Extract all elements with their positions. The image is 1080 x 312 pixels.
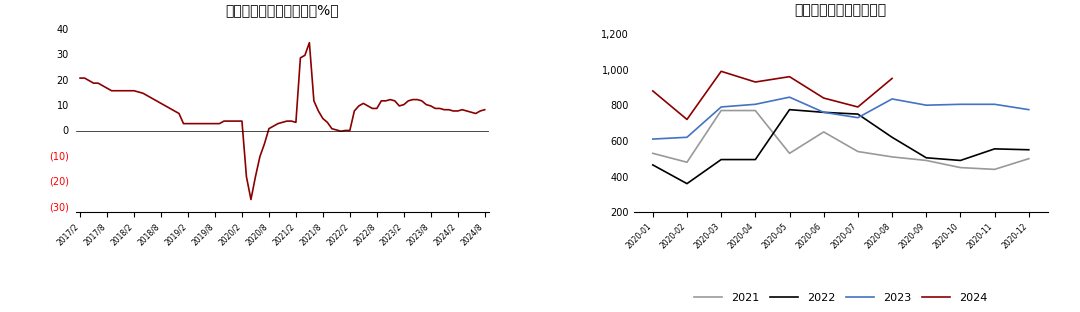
2021 bbox=[818, 130, 831, 134]
2023 bbox=[851, 116, 864, 119]
2022 bbox=[748, 158, 761, 161]
2021 bbox=[851, 150, 864, 154]
Text: (20): (20) bbox=[49, 177, 69, 187]
2022 bbox=[715, 158, 728, 161]
2022 bbox=[886, 135, 899, 139]
Legend: 2021, 2022, 2023, 2024: 2021, 2022, 2023, 2024 bbox=[690, 289, 991, 308]
2021 bbox=[920, 158, 933, 162]
2023 bbox=[920, 103, 933, 107]
2021 bbox=[783, 151, 796, 155]
2021 bbox=[646, 151, 659, 155]
2024 bbox=[680, 118, 693, 121]
2023 bbox=[680, 135, 693, 139]
2022 bbox=[988, 147, 1001, 151]
2022 bbox=[818, 110, 831, 114]
2023 bbox=[1023, 108, 1036, 111]
2021 bbox=[715, 109, 728, 112]
2023 bbox=[748, 102, 761, 106]
Line: 2024: 2024 bbox=[652, 71, 892, 119]
Title: 钢材出口季节性（万吨）: 钢材出口季节性（万吨） bbox=[795, 3, 887, 17]
2024 bbox=[851, 105, 864, 109]
2023 bbox=[886, 97, 899, 101]
Text: 30: 30 bbox=[56, 50, 69, 60]
2024 bbox=[646, 89, 659, 93]
2022 bbox=[851, 112, 864, 116]
2022 bbox=[920, 156, 933, 160]
Line: 2023: 2023 bbox=[652, 97, 1029, 139]
Text: (10): (10) bbox=[49, 152, 69, 162]
2022 bbox=[954, 158, 967, 162]
2024 bbox=[715, 70, 728, 73]
2023 bbox=[954, 102, 967, 106]
2021 bbox=[1023, 157, 1036, 161]
2024 bbox=[783, 75, 796, 79]
2023 bbox=[715, 105, 728, 109]
Line: 2022: 2022 bbox=[652, 110, 1029, 184]
2021 bbox=[886, 155, 899, 159]
2021 bbox=[748, 109, 761, 112]
2024 bbox=[818, 96, 831, 100]
Text: (30): (30) bbox=[49, 202, 69, 212]
2021 bbox=[988, 168, 1001, 171]
Text: 40: 40 bbox=[56, 25, 69, 35]
2024 bbox=[886, 76, 899, 80]
2023 bbox=[988, 102, 1001, 106]
Line: 2021: 2021 bbox=[652, 110, 1029, 169]
Text: 0: 0 bbox=[63, 126, 69, 136]
2023 bbox=[783, 95, 796, 99]
2022 bbox=[680, 182, 693, 186]
Text: 20: 20 bbox=[56, 76, 69, 85]
Title: 基建投资累计同比增速（%）: 基建投资累计同比增速（%） bbox=[226, 3, 339, 17]
2023 bbox=[818, 110, 831, 114]
2022 bbox=[646, 163, 659, 167]
2022 bbox=[1023, 148, 1036, 152]
Text: 10: 10 bbox=[56, 101, 69, 111]
2024 bbox=[748, 80, 761, 84]
2022 bbox=[783, 108, 796, 111]
2021 bbox=[680, 160, 693, 164]
2021 bbox=[954, 166, 967, 169]
2023 bbox=[646, 137, 659, 141]
